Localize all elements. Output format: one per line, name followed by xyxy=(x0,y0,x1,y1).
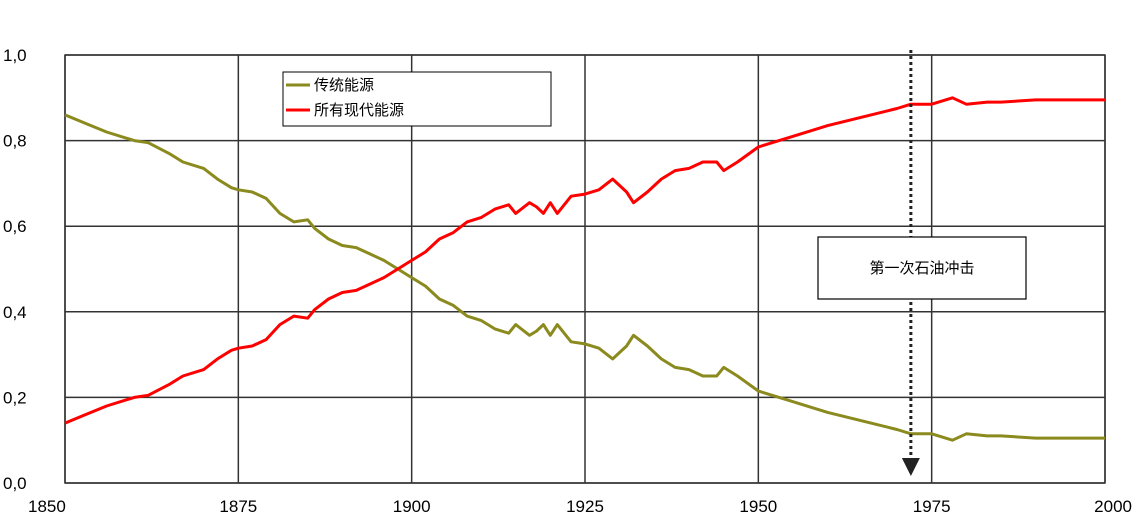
annotation-box xyxy=(817,236,1027,300)
legend-label-modern: 所有现代能源 xyxy=(314,101,404,119)
x-tick-label: 1925 xyxy=(566,497,604,516)
annotation-label: 第一次石油冲击 xyxy=(869,259,974,277)
legend: 传统能源 所有现代能源 xyxy=(282,71,552,127)
axis-ticks: 1850 1875 1900 1925 1950 1975 2000 0,0 0,2 0,4 0,6… xyxy=(3,46,1132,516)
legend-box xyxy=(282,71,552,127)
oil-shock-arrowhead xyxy=(901,458,920,476)
series-line-1 xyxy=(64,96,1105,425)
y-tick-label: 1,0 xyxy=(3,46,27,65)
x-tick-label: 1900 xyxy=(393,497,431,516)
y-tick-label: 0,6 xyxy=(3,217,27,236)
gridlines xyxy=(64,54,1106,484)
y-tick-label: 0,8 xyxy=(3,132,27,151)
series-lines xyxy=(64,96,1105,442)
x-tick-label: 2000 xyxy=(1094,497,1132,516)
series-line-0 xyxy=(64,113,1105,442)
x-tick-label: 1975 xyxy=(913,497,951,516)
oil-shock-annotation: 第一次石油冲击 xyxy=(817,50,1027,476)
y-tick-label: 0,2 xyxy=(3,388,27,407)
y-tick-label: 0,0 xyxy=(3,474,27,493)
x-tick-label: 1875 xyxy=(219,497,257,516)
legend-label-traditional: 传统能源 xyxy=(314,76,374,94)
y-tick-label: 0,4 xyxy=(3,303,27,322)
x-tick-label: 1850 xyxy=(28,497,66,516)
x-tick-label: 1950 xyxy=(739,497,777,516)
